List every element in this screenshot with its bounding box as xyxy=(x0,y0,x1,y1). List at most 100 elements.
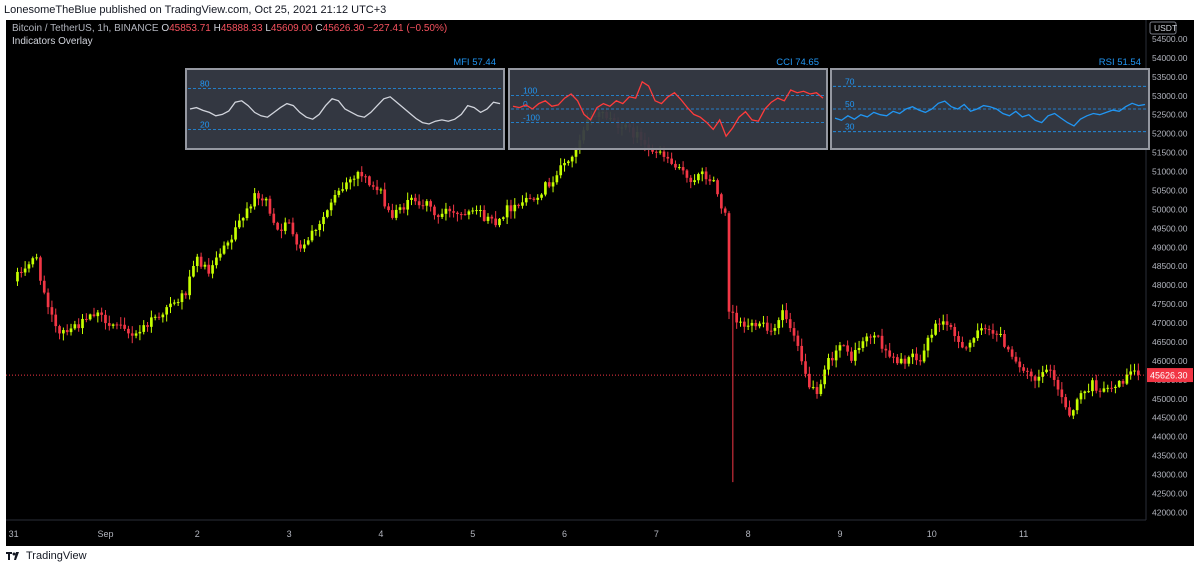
candle-body xyxy=(697,174,700,181)
candle-body xyxy=(54,314,58,327)
x-tick-label: 10 xyxy=(927,529,937,539)
y-tick-label: 46500.00 xyxy=(1152,337,1188,347)
candle-body xyxy=(348,179,352,183)
candle-body xyxy=(211,265,214,274)
candle-body xyxy=(345,182,348,190)
candle-body xyxy=(681,167,685,171)
candle-body xyxy=(865,336,869,342)
candle-body xyxy=(896,357,899,364)
candlestick-chart[interactable]: 54500.00 54000.00 53500.00 53000.00 52500.00… xyxy=(6,20,1194,546)
candle-body xyxy=(73,324,77,329)
candle-body xyxy=(765,322,769,331)
candle-body xyxy=(306,240,310,245)
candle-body xyxy=(230,239,234,243)
candle-body xyxy=(130,333,134,336)
chart-legend: Bitcoin / TetherUS, 1h, BINANCE O45853.7… xyxy=(12,22,447,48)
candle-body xyxy=(238,220,241,228)
candle-body xyxy=(352,178,356,180)
candle-body xyxy=(31,258,35,265)
candle-body xyxy=(540,194,543,198)
candle-body xyxy=(524,197,528,203)
candle-body xyxy=(1037,376,1041,381)
candle-body xyxy=(115,324,119,326)
candle-body xyxy=(915,353,918,361)
candle-body xyxy=(735,312,739,323)
candle-body xyxy=(19,271,23,273)
candle-body xyxy=(35,257,38,259)
candle-body xyxy=(310,230,314,241)
candle-body xyxy=(941,321,945,325)
rsi-title: RSI 51.54 xyxy=(1099,57,1141,68)
candle-body xyxy=(333,194,337,203)
candle-body xyxy=(1075,399,1079,411)
y-tick-label: 43500.00 xyxy=(1152,451,1188,461)
candle-body xyxy=(249,206,253,209)
y-tick-label: 52500.00 xyxy=(1152,110,1188,120)
candle-body xyxy=(257,193,260,199)
currency-label: USDT xyxy=(1154,23,1177,33)
candle-body xyxy=(463,214,467,216)
candle-body xyxy=(857,347,861,351)
candle-body xyxy=(207,264,211,274)
indicator-name: Indicators Overlay xyxy=(12,36,93,47)
candle-body xyxy=(830,358,834,361)
y-tick-label: 54500.00 xyxy=(1152,34,1188,44)
y-tick-label: 48000.00 xyxy=(1152,280,1188,290)
tradingview-logo-icon xyxy=(6,552,19,561)
candle-body xyxy=(666,156,670,159)
candle-body xyxy=(433,206,436,216)
candle-body xyxy=(440,213,444,217)
candle-body xyxy=(1110,387,1113,389)
chart-area[interactable]: 54500.00 54000.00 53500.00 53000.00 52500.00… xyxy=(6,20,1194,546)
candle-body xyxy=(1079,393,1083,400)
candle-body xyxy=(169,303,172,308)
candle-body xyxy=(176,302,180,304)
candle-body xyxy=(1041,372,1045,377)
candle-body xyxy=(123,324,126,329)
candle-body xyxy=(153,316,157,318)
candle-body xyxy=(402,207,406,210)
close-label: C xyxy=(315,23,323,34)
mfi-title: MFI 57.44 xyxy=(453,57,496,68)
candle-body xyxy=(391,210,394,218)
candle-body xyxy=(945,321,949,325)
candle-body xyxy=(662,151,666,157)
candle-body xyxy=(1094,380,1098,391)
cci-title: CCI 74.65 xyxy=(776,57,819,68)
candle-body xyxy=(459,214,463,216)
candle-body xyxy=(846,345,849,352)
candle-body xyxy=(873,335,876,338)
candle-body xyxy=(769,330,773,332)
candle-body xyxy=(364,176,367,178)
candle-body xyxy=(413,197,417,202)
last-price-label: 45626.30 xyxy=(1150,371,1188,381)
candle-body xyxy=(337,190,341,195)
candle-body xyxy=(1033,376,1037,381)
candle-body xyxy=(838,345,842,351)
candle-body xyxy=(165,307,169,315)
candle-body xyxy=(708,179,712,182)
candle-body xyxy=(23,268,27,273)
candle-body xyxy=(341,189,344,191)
candle-body xyxy=(746,325,750,327)
candle-body xyxy=(505,205,509,218)
candle-body xyxy=(245,208,249,219)
level-label: -100 xyxy=(523,113,540,123)
candle-body xyxy=(314,229,318,231)
candle-body xyxy=(180,293,184,303)
y-tick-label: 42000.00 xyxy=(1152,507,1188,517)
candle-body xyxy=(142,325,146,332)
candle-body xyxy=(490,216,494,219)
x-tick-label: 5 xyxy=(470,529,475,539)
y-tick-label: 49000.00 xyxy=(1152,242,1188,252)
close-value: 45626.30 xyxy=(322,23,365,34)
candle-body xyxy=(84,318,88,320)
y-tick-label: 54000.00 xyxy=(1152,53,1188,63)
candle-body xyxy=(81,318,84,329)
candle-body xyxy=(1087,391,1090,393)
level-label: 80 xyxy=(200,79,210,89)
y-tick-label: 47000.00 xyxy=(1152,318,1188,328)
candle-body xyxy=(146,325,149,327)
brand-bar: TradingView xyxy=(0,546,1200,566)
y-tick-label: 44500.00 xyxy=(1152,413,1188,423)
